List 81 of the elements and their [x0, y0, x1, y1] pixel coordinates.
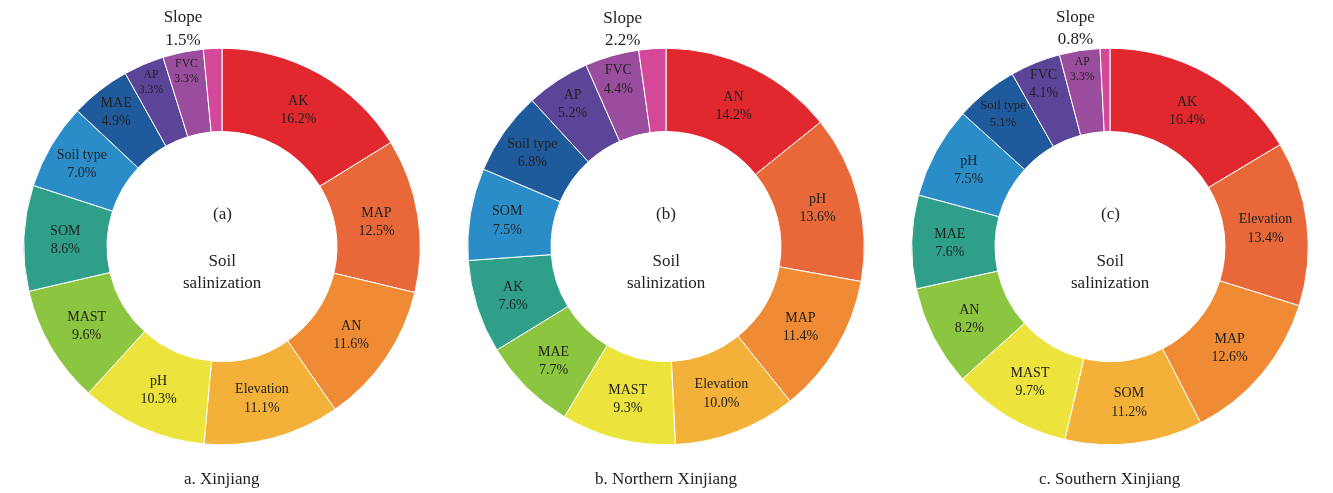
slice-label: pH — [960, 153, 978, 169]
slice-label: MAP — [361, 205, 392, 221]
slice-label: AK — [503, 278, 524, 294]
slice-label: Soil type — [56, 147, 107, 163]
data-label: 12.6% — [1211, 348, 1249, 364]
data-label: 12.5% — [358, 223, 395, 239]
slice-label: AN — [341, 318, 362, 334]
data-label: 13.6% — [799, 209, 836, 225]
slice-label: MAP — [1214, 330, 1246, 346]
data-label: 4.9% — [101, 112, 132, 128]
text: Soil salinization — [627, 251, 706, 293]
data-label: 9.6% — [72, 327, 102, 343]
slice-label: SOM — [1113, 385, 1145, 401]
data-label: 11.6% — [333, 336, 370, 352]
slice-label: MAE — [538, 343, 570, 359]
slice-label: Elevation — [1238, 211, 1293, 227]
data-label: 1.5% — [165, 29, 201, 49]
slice-label: MAE — [934, 226, 966, 242]
text: Soil salinization — [183, 251, 262, 293]
text: b. Northern Xinjiang — [595, 469, 738, 488]
slice-label: AP — [143, 67, 159, 81]
slice-label: SOM — [50, 223, 81, 239]
slice-label: MAP — [785, 309, 816, 325]
slice-label: pH — [809, 191, 827, 207]
slice-label: AP — [1074, 55, 1091, 69]
data-label: 4.1% — [1028, 85, 1059, 101]
slice-label: AN — [723, 88, 744, 104]
data-label: 4.4% — [603, 80, 634, 96]
slice-label: MAE — [100, 94, 132, 110]
data-label: 9.7% — [1015, 382, 1045, 398]
data-label: 16.2% — [280, 111, 317, 127]
data-label: 8.2% — [954, 320, 985, 336]
slice-label: FVC — [1029, 67, 1058, 83]
slice-label: Elevation — [235, 381, 289, 397]
data-label: 11.2% — [1111, 403, 1148, 419]
data-label: 9.3% — [613, 400, 643, 416]
slice-label: Slope — [1056, 7, 1095, 27]
data-label: 5.2% — [558, 105, 588, 121]
slice-label: MAST — [1010, 364, 1050, 380]
slice-label: AP — [563, 87, 582, 103]
text: (b) — [656, 204, 676, 223]
data-label: 7.5% — [492, 221, 523, 237]
data-label: 2.2% — [604, 29, 641, 49]
data-label: 7.5% — [954, 171, 984, 187]
slice-label: AK — [288, 93, 309, 109]
slice-label: Soil type — [507, 135, 558, 151]
data-label: 16.4% — [1168, 111, 1206, 127]
data-label: 13.4% — [1247, 229, 1284, 245]
slice-label: AK — [1176, 93, 1198, 109]
slice-label: SOM — [492, 203, 523, 219]
data-label: 3.3% — [174, 71, 199, 85]
data-label: 14.2% — [715, 106, 752, 122]
data-label: 11.4% — [782, 328, 819, 344]
slice-label: FVC — [604, 62, 632, 78]
text: (a) — [213, 204, 232, 223]
data-label: 11.1% — [244, 399, 281, 415]
slice-label: MAST — [67, 309, 107, 325]
text: Soil salinization — [1071, 251, 1150, 293]
data-label: 6.8% — [517, 153, 548, 169]
slice-label: AN — [959, 301, 980, 317]
slice-label: FVC — [175, 56, 199, 70]
data-label: 5.1% — [989, 114, 1017, 129]
slice-label: Soil type — [980, 97, 1027, 112]
slice-label: Slope — [163, 7, 203, 27]
data-label: 8.6% — [50, 241, 81, 257]
text: (c) — [1101, 204, 1120, 223]
data-label: 10.0% — [703, 394, 740, 410]
text: c. Southern Xinjiang — [1039, 469, 1181, 488]
data-label: 7.0% — [67, 165, 97, 181]
slice-label: pH — [150, 373, 168, 389]
slice-label: MAST — [608, 381, 648, 397]
data-label: 7.6% — [498, 296, 529, 312]
data-label: 7.6% — [935, 244, 965, 260]
data-label: 10.3% — [140, 391, 178, 407]
data-label: 7.7% — [538, 361, 569, 377]
slice-label: Slope — [603, 7, 643, 27]
data-label: 0.8% — [1057, 29, 1094, 49]
text: a. Xinjiang — [184, 469, 261, 488]
data-label: 3.3% — [1070, 70, 1095, 84]
data-label: 3.3% — [138, 82, 164, 96]
slice-label: Elevation — [694, 376, 749, 392]
